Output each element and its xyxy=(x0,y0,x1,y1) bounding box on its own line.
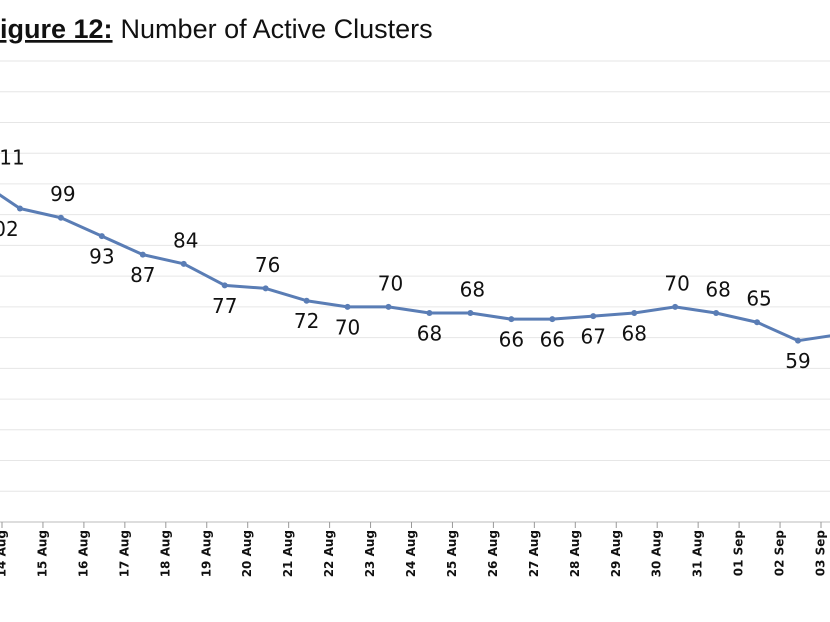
data-point xyxy=(16,205,23,212)
x-tick-label: 25 Aug xyxy=(445,530,459,577)
data-point xyxy=(754,319,761,326)
data-point xyxy=(590,313,597,320)
x-tick-label: 03 Sep xyxy=(814,530,828,577)
data-label: 99 xyxy=(50,182,75,206)
data-label: 93 xyxy=(89,245,114,269)
data-label: 59 xyxy=(785,349,810,373)
data-label: 68 xyxy=(460,278,485,302)
data-point xyxy=(631,310,638,317)
data-point xyxy=(98,233,105,240)
data-point xyxy=(57,214,64,221)
data-line xyxy=(0,193,830,343)
x-tick-label: 29 Aug xyxy=(609,530,623,577)
data-label: 68 xyxy=(705,278,730,302)
x-tick-label: 23 Aug xyxy=(363,530,377,577)
data-label: 87 xyxy=(130,263,155,287)
data-point xyxy=(344,303,351,310)
data-label: 65 xyxy=(746,287,771,311)
x-tick-label: 26 Aug xyxy=(486,530,500,577)
x-tick-label: 15 Aug xyxy=(35,530,49,577)
data-label: 70 xyxy=(378,271,403,295)
data-point xyxy=(467,310,474,317)
data-label: 77 xyxy=(212,294,237,318)
x-tick-label: 20 Aug xyxy=(240,530,254,577)
data-label: 76 xyxy=(255,253,280,277)
data-label: 66 xyxy=(540,328,565,352)
data-label: 67 xyxy=(581,325,606,349)
data-label: 68 xyxy=(417,322,442,346)
x-tick-label: 16 Aug xyxy=(76,530,90,577)
data-point xyxy=(385,303,392,310)
data-point xyxy=(180,260,187,267)
data-label: 70 xyxy=(335,315,360,339)
x-tick-label: 18 Aug xyxy=(158,530,172,577)
figure-number: igure 12: xyxy=(0,14,113,44)
data-label: 66 xyxy=(499,328,524,352)
x-tick-label: 22 Aug xyxy=(322,530,336,577)
data-point xyxy=(221,282,228,289)
data-label: 70 xyxy=(664,271,689,295)
data-point xyxy=(672,303,679,310)
title-text: Number of Active Clusters xyxy=(121,14,433,44)
data-point xyxy=(262,285,269,292)
x-tick-label: 31 Aug xyxy=(691,530,705,577)
data-label: 84 xyxy=(173,228,198,252)
data-point xyxy=(426,310,433,317)
x-tick-label: 30 Aug xyxy=(650,530,664,577)
data-point xyxy=(303,297,310,304)
data-point xyxy=(139,251,146,258)
data-point xyxy=(795,337,801,344)
data-label: 11 xyxy=(0,145,25,169)
x-tick-label: 21 Aug xyxy=(281,530,295,577)
data-point xyxy=(713,310,720,317)
data-point xyxy=(549,316,556,323)
chart-title: igure 12: Number of Active Clusters xyxy=(0,14,433,44)
data-point xyxy=(508,316,515,323)
x-tick-label: 24 Aug xyxy=(404,530,418,577)
data-label: 02 xyxy=(0,217,19,241)
data-label: 72 xyxy=(294,309,319,333)
x-tick-label: 14 Aug xyxy=(0,530,9,577)
x-tick-label: 17 Aug xyxy=(117,530,131,577)
x-tick-label: 02 Sep xyxy=(773,530,787,577)
x-tick-label: 27 Aug xyxy=(527,530,541,577)
x-tick-label: 28 Aug xyxy=(568,530,582,577)
x-tick-label: 01 Sep xyxy=(732,530,746,577)
data-label: 68 xyxy=(621,322,646,346)
x-tick-label: 19 Aug xyxy=(199,530,213,577)
